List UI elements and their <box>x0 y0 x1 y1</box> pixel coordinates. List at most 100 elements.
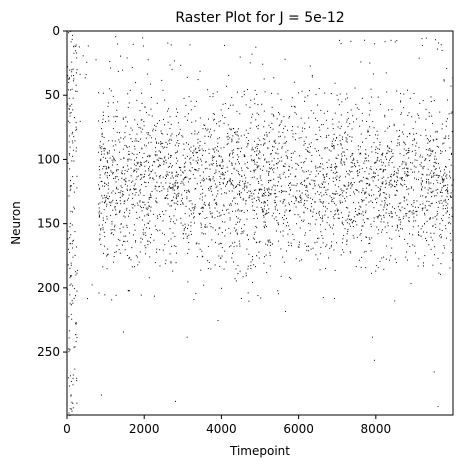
spike-marker <box>131 181 132 183</box>
spike-marker <box>177 139 179 142</box>
spike-marker <box>345 137 347 139</box>
spike-marker <box>258 165 260 167</box>
spike-marker <box>275 193 276 195</box>
spike-marker <box>235 210 237 212</box>
spike-marker <box>101 151 103 153</box>
spike-marker <box>194 177 196 179</box>
spike-marker <box>231 190 233 192</box>
spike-marker <box>121 186 123 188</box>
spike-marker <box>318 150 319 152</box>
spike-marker <box>73 206 75 208</box>
spike-marker <box>105 196 107 199</box>
spike-marker <box>157 159 159 161</box>
spike-marker <box>213 199 215 201</box>
spike-marker <box>174 185 176 187</box>
spike-marker <box>148 156 150 158</box>
spike-marker <box>122 173 123 175</box>
spike-marker <box>422 203 424 205</box>
spike-marker <box>273 184 275 186</box>
spike-marker <box>110 232 112 235</box>
spike-marker <box>298 244 300 246</box>
spike-marker <box>306 186 308 188</box>
spike-marker <box>238 148 240 150</box>
spike-marker <box>282 131 284 134</box>
spike-marker <box>334 112 336 114</box>
spike-marker <box>214 172 216 174</box>
spike-marker <box>437 176 439 179</box>
spike-marker <box>366 167 368 169</box>
spike-marker <box>348 184 350 186</box>
spike-marker <box>143 152 145 154</box>
spike-marker <box>197 142 199 144</box>
spike-marker <box>443 247 445 249</box>
spike-marker <box>140 138 141 140</box>
spike-marker <box>427 142 429 144</box>
spike-marker <box>253 159 254 162</box>
spike-marker <box>413 199 415 202</box>
spike-marker <box>314 200 316 203</box>
spike-marker <box>160 142 162 144</box>
spike-marker <box>353 157 354 159</box>
spike-marker <box>197 156 199 158</box>
spike-marker <box>284 136 286 138</box>
spike-marker <box>100 159 102 161</box>
spike-marker <box>446 211 448 213</box>
spike-marker <box>134 169 136 171</box>
spike-marker <box>150 206 152 208</box>
spike-marker <box>388 184 390 186</box>
spike-marker <box>73 346 75 348</box>
spike-marker <box>446 174 448 176</box>
spike-marker <box>433 174 435 176</box>
spike-marker <box>373 127 375 129</box>
spike-marker <box>317 191 319 193</box>
spike-marker <box>314 242 316 244</box>
spike-marker <box>129 256 131 259</box>
spike-marker <box>381 154 383 156</box>
spike-marker <box>282 202 284 204</box>
spike-marker <box>72 302 74 304</box>
spike-marker <box>148 198 150 200</box>
spike-marker <box>303 212 305 214</box>
spike-marker <box>312 211 314 213</box>
spike-marker <box>251 195 253 197</box>
spike-marker <box>188 208 190 210</box>
spike-marker <box>185 226 186 228</box>
spike-marker <box>356 236 358 238</box>
spike-marker <box>120 55 121 57</box>
spike-marker <box>145 160 147 163</box>
spike-marker <box>387 149 389 152</box>
spike-marker <box>312 188 314 190</box>
spike-marker <box>207 128 209 130</box>
spike-marker <box>435 152 436 154</box>
spike-marker <box>237 233 238 235</box>
spike-marker <box>70 395 72 397</box>
spike-marker <box>110 214 112 216</box>
spike-marker <box>71 410 73 412</box>
spike-marker <box>334 166 336 168</box>
spike-marker <box>141 92 142 94</box>
spike-marker <box>113 158 115 160</box>
spike-marker <box>169 163 171 165</box>
spike-marker <box>361 199 363 201</box>
spike-marker <box>257 166 259 168</box>
spike-marker <box>439 202 441 204</box>
spike-marker <box>268 132 270 134</box>
spike-marker <box>421 186 423 188</box>
spike-marker <box>124 183 126 185</box>
spike-marker <box>75 323 77 325</box>
spike-marker <box>252 149 254 151</box>
spike-marker <box>322 174 324 176</box>
spike-marker <box>285 190 287 193</box>
spike-marker <box>67 288 69 290</box>
spike-marker <box>167 42 169 44</box>
spike-marker <box>435 174 437 176</box>
spike-marker <box>315 139 317 141</box>
spike-marker <box>124 169 126 171</box>
spike-marker <box>269 168 271 170</box>
spike-marker <box>241 169 243 171</box>
spike-marker <box>345 176 347 178</box>
spike-marker <box>110 170 112 172</box>
spike-marker <box>252 281 253 283</box>
spike-marker <box>291 130 293 132</box>
spike-marker <box>450 196 452 198</box>
